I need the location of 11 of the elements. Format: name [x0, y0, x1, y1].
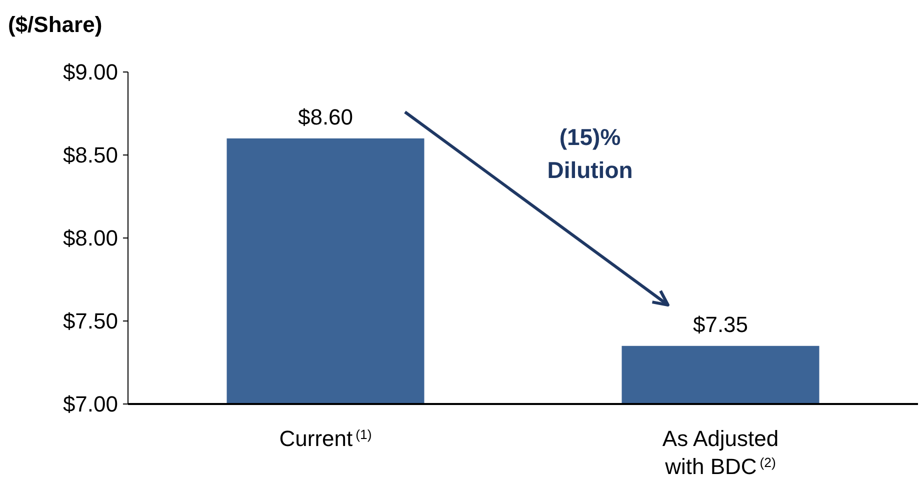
- y-tick-label: $7.00: [62, 392, 118, 417]
- x-tick-label: Current$^{(1)}$: [279, 426, 372, 451]
- y-tick-label: $7.50: [62, 308, 118, 334]
- y-axis-title: ($/Share): [8, 12, 102, 37]
- data-label: $7.35: [692, 312, 748, 337]
- x-tick-label: As Adjusted with BDC$^{(2)}$: [662, 426, 779, 479]
- annotation: (15)% Dilution: [547, 124, 633, 183]
- y-tick-label: $8.00: [62, 226, 118, 251]
- y-tick-label: $8.50: [62, 142, 118, 168]
- y-tick-label: $9.00: [62, 60, 118, 85]
- data-label: $8.60: [298, 104, 354, 130]
